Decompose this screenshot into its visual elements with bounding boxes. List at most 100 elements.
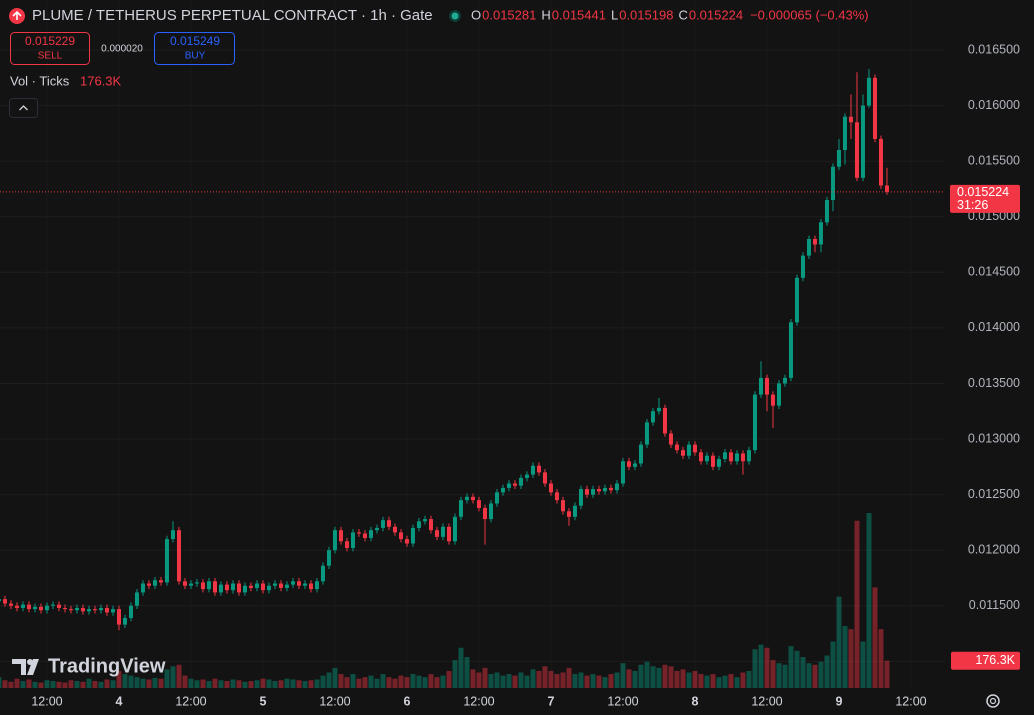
volume-bar <box>212 678 218 688</box>
volume-bar <box>50 681 56 688</box>
candle-body <box>674 444 679 451</box>
candle-body <box>122 617 127 625</box>
volume-bar <box>812 664 818 688</box>
y-tick-label: 0.014000 <box>968 320 1020 334</box>
candle-body <box>512 483 517 486</box>
y-tick-label: 0.012500 <box>968 487 1020 501</box>
candle-body <box>284 584 289 588</box>
y-tick-label: 0.014500 <box>968 265 1020 279</box>
candle-body <box>416 521 421 528</box>
candle-body <box>74 607 79 611</box>
candle-body <box>68 609 73 611</box>
candle-body <box>0 599 1 602</box>
candle-body <box>440 526 445 537</box>
candle-body <box>296 581 301 586</box>
y-tick-label: 0.012000 <box>968 542 1020 556</box>
candle-body <box>818 222 823 245</box>
volume-bar <box>560 672 566 688</box>
candle-body <box>776 383 781 406</box>
volume-bar <box>74 681 80 688</box>
grid <box>0 49 945 662</box>
candle-body <box>830 166 835 201</box>
volume-bar <box>32 681 38 688</box>
volume-bar <box>710 674 716 688</box>
candles <box>0 68 945 631</box>
volume-bar <box>134 677 140 688</box>
volume-bar <box>284 678 290 688</box>
volume-bar <box>86 678 92 688</box>
candle-body <box>686 444 691 456</box>
volume-bar <box>116 670 122 688</box>
volume-bar <box>0 677 2 688</box>
sell-button[interactable] <box>10 32 90 65</box>
ohlc-value: 0.015281 <box>482 7 536 22</box>
x-tick-label: 12:00 <box>319 694 350 708</box>
candle-body <box>140 583 145 593</box>
candle-body <box>326 550 331 566</box>
volume-bar <box>20 681 26 688</box>
volume-bar <box>218 680 224 688</box>
candle-body <box>806 238 811 256</box>
volume-bar <box>806 663 812 688</box>
candle-body <box>236 583 241 593</box>
volume-bar <box>344 677 350 688</box>
volume-bar <box>500 675 506 688</box>
candle-body <box>536 465 541 473</box>
volume-badge-label: 176.3K <box>975 653 1015 667</box>
volume-bar <box>878 629 884 688</box>
collapse-button[interactable] <box>9 98 38 118</box>
candle-body <box>158 580 163 583</box>
candle-body <box>146 583 151 586</box>
volume-bar <box>614 672 620 688</box>
candle-body <box>26 604 31 610</box>
volume-bar <box>866 513 872 688</box>
candle-body <box>350 532 355 548</box>
candle-body <box>380 520 385 528</box>
volume-bar <box>770 660 776 688</box>
axes: 0.0165000.0160000.0155000.0150000.014500… <box>31 42 1020 708</box>
volume-bar <box>722 675 728 688</box>
volume-bar <box>224 681 230 688</box>
volume-bar <box>314 679 320 688</box>
ohlc-key: O <box>471 7 481 22</box>
settings-button[interactable] <box>986 694 1000 708</box>
buy-label: BUY <box>185 51 206 62</box>
candle-body <box>530 465 535 475</box>
volume-bar <box>548 670 554 688</box>
volume-bar <box>14 678 20 688</box>
volume-bar <box>350 674 356 688</box>
countdown-label: 31:26 <box>957 198 988 212</box>
candle-body <box>98 607 103 611</box>
candle-body <box>884 185 889 192</box>
x-tick-label: 9 <box>836 694 843 708</box>
volume-bar <box>830 641 836 688</box>
volume-bar <box>140 678 146 688</box>
candle-body <box>290 581 295 585</box>
volume-bar <box>302 681 308 688</box>
volume-bar <box>98 681 104 688</box>
candle-body <box>80 607 85 612</box>
volume-bar <box>122 674 128 688</box>
settings-icon <box>989 697 997 705</box>
ohlc-value: 0.015441 <box>552 7 606 22</box>
volume-bar <box>818 661 824 688</box>
candle-body <box>740 453 745 462</box>
candle-body <box>614 483 619 491</box>
candle-body <box>302 583 307 586</box>
x-tick-label: 6 <box>404 694 411 708</box>
volume-title: Vol · Ticks <box>10 73 70 88</box>
candle-body <box>452 516 457 542</box>
volume-bar <box>590 674 596 688</box>
volume-bar <box>62 682 68 688</box>
volume-bar <box>110 680 116 688</box>
buy-button[interactable] <box>154 32 235 65</box>
volume-bar <box>332 667 338 688</box>
volume-bar <box>182 675 188 688</box>
volume-bar <box>782 664 788 688</box>
volume-bar <box>56 681 62 688</box>
volume-bar <box>512 675 518 688</box>
volume-bar <box>608 674 614 688</box>
candle-body <box>218 584 223 593</box>
volume-bar <box>152 677 158 688</box>
